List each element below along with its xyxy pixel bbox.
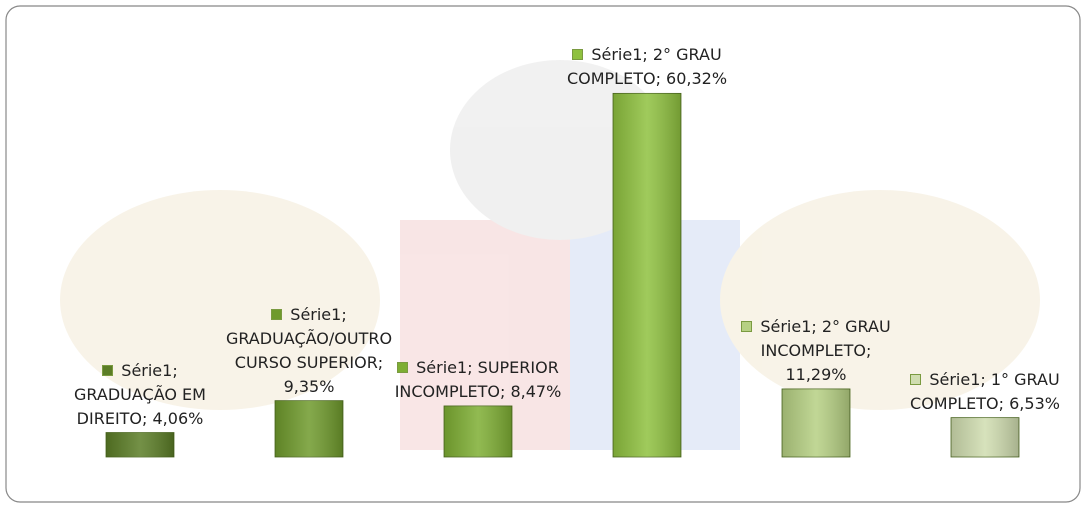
data-label: Série1; SUPERIOR INCOMPLETO; 8,47% bbox=[390, 356, 566, 404]
data-label: Série1; GRADUAÇÃO/OUTRO CURSO SUPERIOR; … bbox=[221, 303, 397, 399]
data-label: Série1; 2° GRAU COMPLETO; 60,32% bbox=[559, 43, 735, 91]
bar-shade bbox=[951, 417, 1019, 457]
bar-shade bbox=[275, 400, 343, 457]
data-label: Série1; 2° GRAU INCOMPLETO; 11,29% bbox=[728, 315, 904, 387]
data-label: Série1; GRADUAÇÃO EM DIREITO; 4,06% bbox=[52, 359, 228, 431]
data-label: Série1; 1° GRAU COMPLETO; 6,53% bbox=[897, 368, 1073, 416]
bar-shade bbox=[106, 432, 174, 457]
bar-shade bbox=[782, 388, 850, 457]
bar-shade bbox=[613, 93, 681, 458]
bar-shade bbox=[444, 405, 512, 457]
